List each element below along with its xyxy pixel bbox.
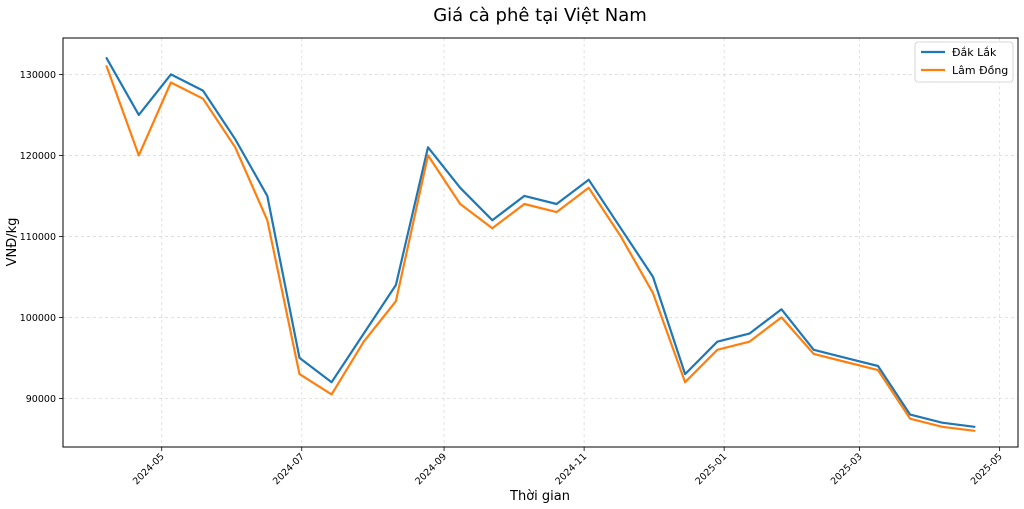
x-axis-ticks: 2024-05 2024-07 2024-09 2024-11 2025-01 2025-… (131, 447, 1005, 487)
y-tick-label: 100000 (20, 313, 56, 324)
grid (63, 38, 1018, 447)
x-tick-label: 2024-11 (553, 451, 589, 487)
y-tick-label: 90000 (26, 394, 56, 405)
y-tick-label: 130000 (20, 70, 56, 81)
series-line-0 (105, 57, 976, 428)
x-tick-label: 2025-03 (829, 451, 865, 487)
series-line-1 (105, 65, 976, 432)
series-lines (105, 57, 976, 432)
legend-label: Lâm Đồng (952, 64, 1008, 77)
y-tick-label: 110000 (20, 232, 56, 243)
plot-frame (62, 37, 1019, 448)
x-tick-label: 2024-05 (131, 451, 167, 487)
x-tick-label: 2024-07 (271, 451, 307, 487)
y-axis-label: VNĐ/kg (5, 218, 20, 267)
x-tick-label: 2024-09 (413, 451, 449, 487)
x-tick-label: 2025-01 (693, 451, 729, 487)
x-tick-label: 2025-05 (969, 451, 1005, 487)
legend-label: Đắk Lắk (952, 46, 997, 59)
y-tick-label: 120000 (20, 151, 56, 162)
y-axis-ticks: 90000 100000 110000 120000 130000 (20, 70, 63, 405)
x-axis-label: Thời gian (509, 489, 570, 504)
chart-title: Giá cà phê tại Việt Nam (433, 5, 647, 26)
legend: Đắk Lắk Lâm Đồng (914, 41, 1014, 83)
